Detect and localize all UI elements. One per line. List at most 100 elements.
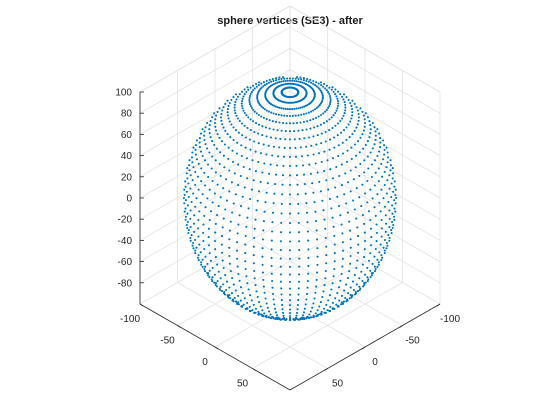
vertex-point bbox=[344, 103, 347, 106]
vertex-point bbox=[347, 98, 350, 102]
vertex-point bbox=[273, 303, 276, 306]
vertex-point bbox=[261, 263, 264, 266]
vertex-point bbox=[388, 174, 391, 177]
vertex-point bbox=[369, 188, 372, 191]
vertex-point bbox=[275, 120, 278, 123]
grid-line-z-wall-xz bbox=[289, 154, 441, 241]
vertex-point bbox=[202, 223, 205, 226]
vertex-point bbox=[315, 85, 318, 88]
vertex-point bbox=[361, 183, 364, 186]
vertex-point bbox=[284, 138, 287, 141]
vertex-point bbox=[299, 146, 302, 149]
vertex-point bbox=[367, 278, 370, 281]
vertex-point bbox=[252, 179, 255, 182]
vertex-point bbox=[213, 192, 216, 195]
vertex-point bbox=[257, 81, 261, 84]
vertex-point bbox=[380, 254, 383, 257]
vertex-point bbox=[369, 124, 372, 127]
vertex-point bbox=[239, 174, 242, 178]
vertex-point bbox=[297, 202, 300, 205]
vertex-point bbox=[236, 141, 239, 144]
vertex-point bbox=[375, 223, 378, 226]
vertex-point bbox=[294, 155, 298, 158]
vertex-point bbox=[341, 117, 344, 120]
vertex-point bbox=[344, 106, 347, 109]
vertex-point bbox=[366, 179, 369, 183]
vertex-point bbox=[230, 292, 233, 295]
vertex-point bbox=[228, 262, 231, 265]
vertex-point bbox=[352, 178, 355, 181]
vertex-point bbox=[249, 148, 252, 151]
vertex-point bbox=[376, 193, 379, 196]
vertex-point bbox=[252, 108, 255, 111]
vertex-point bbox=[248, 99, 251, 102]
vertex-point bbox=[190, 200, 193, 204]
vertex-point bbox=[207, 244, 211, 247]
vertex-point bbox=[299, 76, 302, 79]
vertex-point bbox=[226, 114, 229, 117]
vertex-point bbox=[323, 284, 326, 287]
vertex-point bbox=[183, 210, 186, 213]
vertex-point bbox=[182, 196, 185, 200]
vertex-point bbox=[324, 311, 327, 314]
vertex-point bbox=[288, 77, 292, 80]
vertex-point bbox=[363, 283, 366, 286]
vertex-point bbox=[349, 286, 352, 289]
vertex-point bbox=[288, 287, 292, 290]
z-tick-label: -80 bbox=[118, 278, 133, 289]
y-tick bbox=[436, 303, 441, 307]
vertex-point bbox=[191, 151, 194, 154]
vertex-point bbox=[244, 307, 247, 311]
vertex-point bbox=[324, 130, 327, 134]
vertex-point bbox=[253, 269, 256, 273]
vertex-point bbox=[358, 277, 361, 280]
vertex-point bbox=[351, 280, 355, 283]
vertex-point bbox=[220, 112, 223, 116]
vertex-point bbox=[270, 256, 273, 259]
vertex-point bbox=[288, 155, 292, 158]
grid-line-y-floor bbox=[214, 260, 366, 348]
vertex-point bbox=[377, 167, 380, 170]
vertex-point bbox=[330, 116, 333, 119]
vertex-point bbox=[238, 119, 241, 123]
vertex-point bbox=[351, 133, 354, 136]
vertex-point bbox=[197, 254, 200, 257]
vertex-point bbox=[371, 197, 374, 200]
vertex-point bbox=[315, 220, 318, 223]
vertex-point bbox=[316, 171, 319, 174]
vertex-point bbox=[366, 155, 369, 158]
vertex-point bbox=[240, 154, 243, 158]
vertex-point bbox=[291, 101, 294, 104]
vertex-point bbox=[351, 108, 354, 111]
vertex-point bbox=[374, 247, 377, 251]
vertex-point bbox=[343, 112, 346, 115]
vertex-point bbox=[266, 182, 269, 185]
vertex-point bbox=[253, 130, 256, 134]
vertex-point bbox=[261, 238, 264, 241]
vertex-point bbox=[305, 292, 309, 295]
vertex-point bbox=[232, 126, 235, 129]
vertex-point bbox=[268, 310, 271, 313]
vertex-point bbox=[329, 168, 332, 171]
vertex-point bbox=[382, 158, 385, 161]
vertex-point bbox=[213, 121, 217, 125]
vertex-point bbox=[389, 169, 392, 172]
vertex-point bbox=[195, 139, 198, 142]
vertex-point bbox=[363, 282, 366, 285]
vertex-point bbox=[248, 94, 252, 98]
vertex-point bbox=[378, 150, 381, 153]
vertex-point bbox=[206, 262, 209, 265]
vertex-point bbox=[246, 177, 249, 180]
vertex-point bbox=[311, 182, 314, 185]
vertex-point bbox=[380, 188, 383, 191]
vertex-point bbox=[309, 172, 312, 175]
vertex-point bbox=[191, 244, 194, 247]
vertex-point bbox=[314, 312, 317, 315]
vertex-point bbox=[358, 288, 361, 292]
vertex-point bbox=[298, 137, 301, 140]
vertex-point bbox=[301, 318, 304, 321]
vertex-point bbox=[333, 146, 336, 149]
vertex-point bbox=[237, 163, 240, 166]
vertex-point bbox=[302, 79, 305, 82]
